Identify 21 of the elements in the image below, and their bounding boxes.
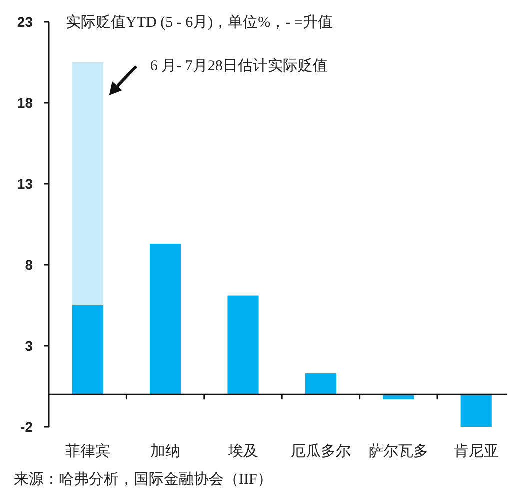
y-tick-label: -2 <box>20 418 34 435</box>
bar <box>72 62 104 306</box>
text: 6 月- 7月28日估计实际贬值 <box>150 58 328 74</box>
y-tick-label: 3 <box>25 338 34 354</box>
source-note: 来源：哈弗分析，国际金融协会（IIF） <box>14 471 272 488</box>
y-tick-label: 13 <box>17 176 34 192</box>
x-tick-label: 菲律宾 <box>65 443 110 460</box>
bar <box>228 296 259 395</box>
x-tick-label: 埃及 <box>227 443 258 460</box>
chart-title: 实际贬值YTD (5 - 6月)，单位%，- =升值 <box>66 14 333 31</box>
x-tick-label: 加纳 <box>150 443 181 460</box>
x-tick-label: 厄瓜多尔 <box>290 443 351 460</box>
bar <box>460 394 492 427</box>
y-tick-label: 23 <box>17 14 34 30</box>
bar <box>150 244 182 395</box>
x-tick-label: 肯尼亚 <box>454 443 499 460</box>
y-tick-label: 18 <box>17 94 34 111</box>
x-tick-label: 萨尔瓦多 <box>368 443 429 460</box>
bar <box>305 374 336 395</box>
y-tick-label: 8 <box>25 256 34 273</box>
bar <box>72 306 104 395</box>
